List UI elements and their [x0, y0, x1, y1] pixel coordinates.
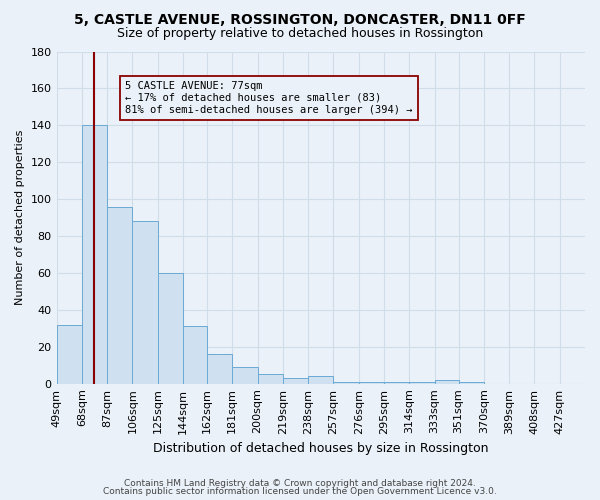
Bar	[283, 378, 308, 384]
Bar	[158, 273, 183, 384]
Text: Size of property relative to detached houses in Rossington: Size of property relative to detached ho…	[117, 28, 483, 40]
Text: Contains HM Land Registry data © Crown copyright and database right 2024.: Contains HM Land Registry data © Crown c…	[124, 478, 476, 488]
Bar	[384, 382, 409, 384]
Bar	[56, 324, 82, 384]
Bar	[308, 376, 334, 384]
Text: 5 CASTLE AVENUE: 77sqm
← 17% of detached houses are smaller (83)
81% of semi-det: 5 CASTLE AVENUE: 77sqm ← 17% of detached…	[125, 82, 413, 114]
Bar	[334, 382, 359, 384]
Text: Contains public sector information licensed under the Open Government Licence v3: Contains public sector information licen…	[103, 487, 497, 496]
Bar	[107, 206, 133, 384]
Bar	[133, 222, 158, 384]
Text: 5, CASTLE AVENUE, ROSSINGTON, DONCASTER, DN11 0FF: 5, CASTLE AVENUE, ROSSINGTON, DONCASTER,…	[74, 12, 526, 26]
Bar	[207, 354, 232, 384]
X-axis label: Distribution of detached houses by size in Rossington: Distribution of detached houses by size …	[153, 442, 488, 455]
Bar	[257, 374, 283, 384]
Bar	[232, 367, 257, 384]
Bar	[409, 382, 434, 384]
Bar	[458, 382, 484, 384]
Bar	[82, 126, 107, 384]
Bar	[183, 326, 207, 384]
Bar	[359, 382, 384, 384]
Bar	[434, 380, 458, 384]
Y-axis label: Number of detached properties: Number of detached properties	[15, 130, 25, 306]
